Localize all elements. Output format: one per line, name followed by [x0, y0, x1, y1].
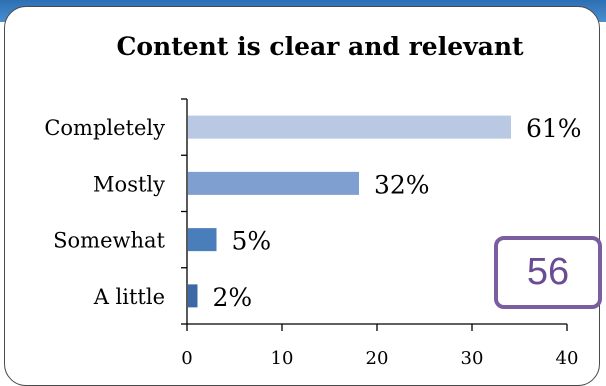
chart-card [4, 6, 600, 386]
category-label: Mostly [93, 172, 165, 196]
data-label: 32% [374, 170, 430, 199]
chart-title: Content is clear and relevant [116, 32, 524, 61]
x-tick-label: 0 [181, 348, 192, 369]
data-label: 2% [213, 283, 253, 312]
bar-chart: 0 10 20 30 40 Completely 61% Mostly 32% Somewhat 5… [44, 98, 582, 369]
x-tick-label: 20 [366, 348, 389, 369]
category-label: A little [93, 285, 165, 309]
bar [188, 284, 198, 308]
bar [188, 115, 511, 139]
x-tick-label: 40 [556, 348, 579, 369]
bar [188, 228, 217, 252]
data-label: 5% [232, 227, 272, 256]
data-label: 61% [526, 114, 582, 143]
bar [188, 171, 359, 195]
x-tick-label: 30 [461, 348, 484, 369]
slide-number-badge: 56 [494, 236, 602, 309]
category-label: Somewhat [53, 229, 165, 253]
category-label: Completely [44, 116, 165, 140]
x-tick-label: 10 [271, 348, 294, 369]
